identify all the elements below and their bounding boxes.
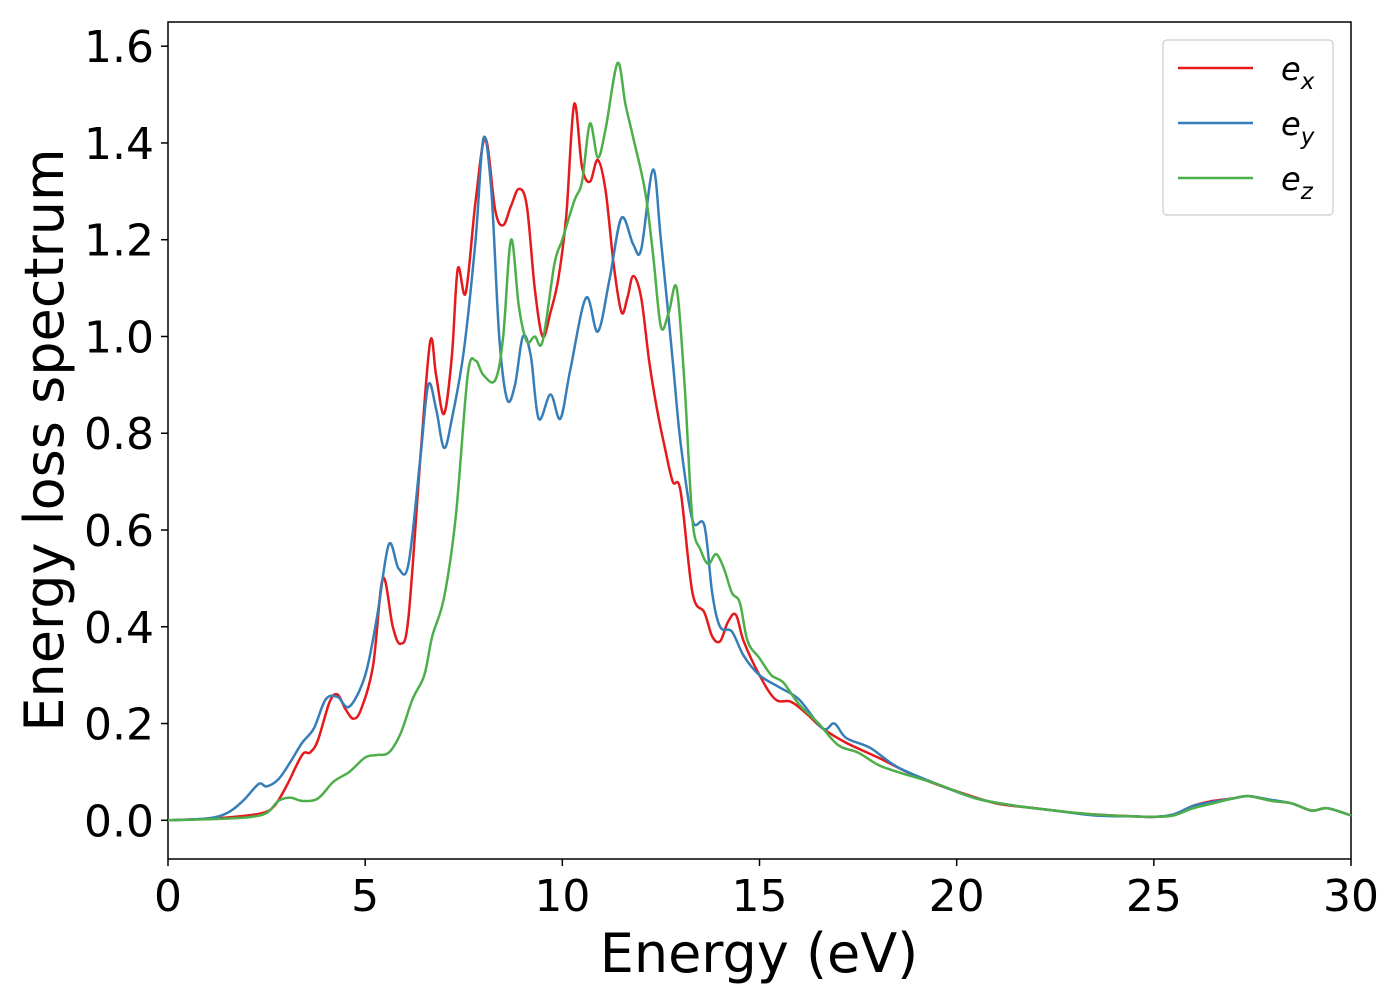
legend-entry-e-z: ez [1178,160,1314,205]
y-tick-label: 1.6 [84,22,154,73]
x-tick-label: 30 [1323,871,1379,922]
y-axis-title: Energy loss spectrum [13,148,76,731]
y-tick-label: 0.6 [84,506,154,557]
x-tick-label: 15 [732,871,788,922]
y-tick-label: 0.0 [84,796,154,847]
y-tick-label: 0.4 [84,603,154,654]
x-tick-label: 10 [534,871,590,922]
axis-ticks: 0 5 10 15 20 25 30 0.0 0.2 0.4 0.6 0.8 1.0 1.2 1.4 1.6 [84,22,1379,922]
series-line-e-y [167,135,1352,822]
y-tick-label: 1.0 [84,312,154,363]
x-tick-label: 20 [929,871,985,922]
y-tick-label: 1.2 [84,216,154,267]
legend-label: ex [1281,50,1315,95]
y-tick-label: 0.2 [84,700,154,751]
legend: ex ey ez [1162,39,1334,216]
legend-label: ez [1281,160,1314,205]
legend-box [1162,39,1334,216]
x-tick-label: 0 [154,871,182,922]
x-axis-title: Energy (eV) [600,922,919,985]
x-tick-label: 25 [1126,871,1182,922]
series-layer [167,61,1352,822]
y-tick-label: 1.4 [84,119,154,170]
series-line-e-z [167,61,1352,822]
legend-label: ey [1281,105,1315,150]
x-tick-label: 5 [351,871,379,922]
legend-entry-e-y: ey [1178,105,1315,150]
legend-entry-e-x: ex [1178,50,1315,95]
y-tick-label: 0.8 [84,409,154,460]
